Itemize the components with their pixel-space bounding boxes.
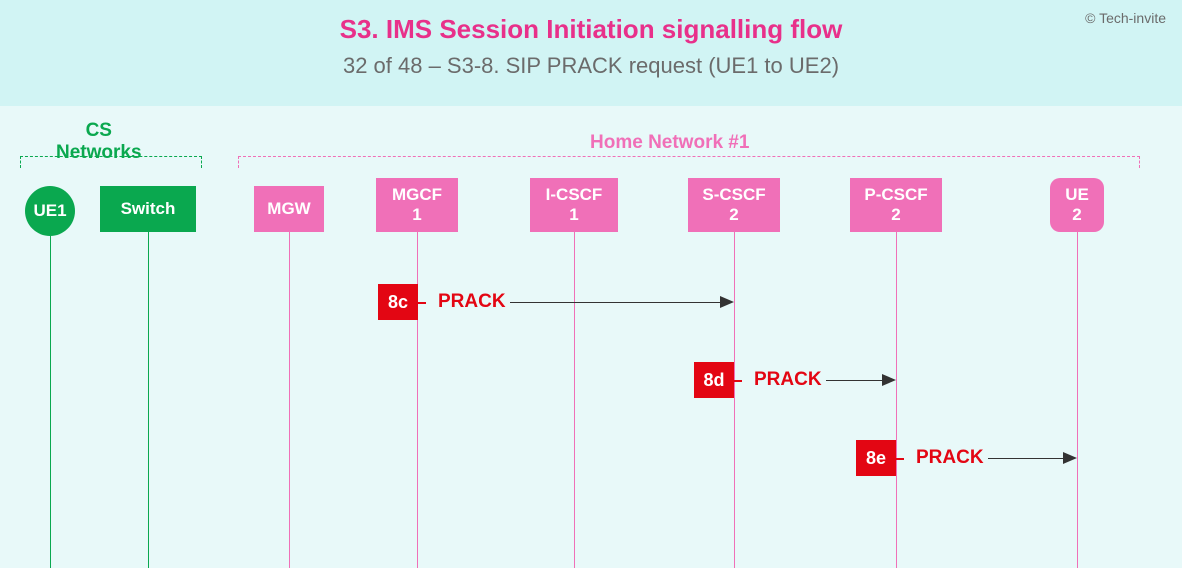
lifeline-mgw [289,232,290,568]
step-label-8e: PRACK [916,447,984,469]
node-switch: Switch [100,186,196,232]
arrow-head-8c [720,296,734,308]
node-pcscf2: P-CSCF 2 [850,178,942,232]
step-box-8d: 8d [694,362,734,398]
step-connector-8c [418,302,426,304]
lifeline-ue2 [1077,232,1078,568]
arrow-line-8d [826,380,884,381]
group-label-home-network: Home Network #1 [590,132,749,154]
arrow-head-8d [882,374,896,386]
lifeline-icscf1 [574,232,575,568]
lifeline-switch [148,232,149,568]
lifeline-pcscf2 [896,232,897,568]
step-box-8e: 8e [856,440,896,476]
group-bracket-home [238,156,1140,168]
diagram-subtitle: 32 of 48 – S3-8. SIP PRACK request (UE1 … [0,53,1182,79]
arrow-line-8e [988,458,1065,459]
step-connector-8d [734,380,742,382]
node-mgcf1: MGCF 1 [376,178,458,232]
node-mgw: MGW [254,186,324,232]
step-label-8d: PRACK [754,369,822,391]
arrow-head-8e [1063,452,1077,464]
step-box-8c: 8c [378,284,418,320]
copyright-text: © Tech-invite [1085,10,1166,26]
node-ue1: UE1 [25,186,75,236]
lifeline-scscf2 [734,232,735,568]
group-bracket-cs [20,156,202,168]
step-connector-8e [896,458,904,460]
arrow-line-8c [510,302,722,303]
lifeline-ue1 [50,236,51,568]
diagram-title: S3. IMS Session Initiation signalling fl… [0,14,1182,45]
step-label-8c: PRACK [438,291,506,313]
diagram-header: S3. IMS Session Initiation signalling fl… [0,0,1182,106]
node-ue2: UE 2 [1050,178,1104,232]
diagram-body: CS NetworksHome Network #1UE1SwitchMGWMG… [0,106,1182,568]
node-scscf2: S-CSCF 2 [688,178,780,232]
lifeline-mgcf1 [417,232,418,568]
node-icscf1: I-CSCF 1 [530,178,618,232]
